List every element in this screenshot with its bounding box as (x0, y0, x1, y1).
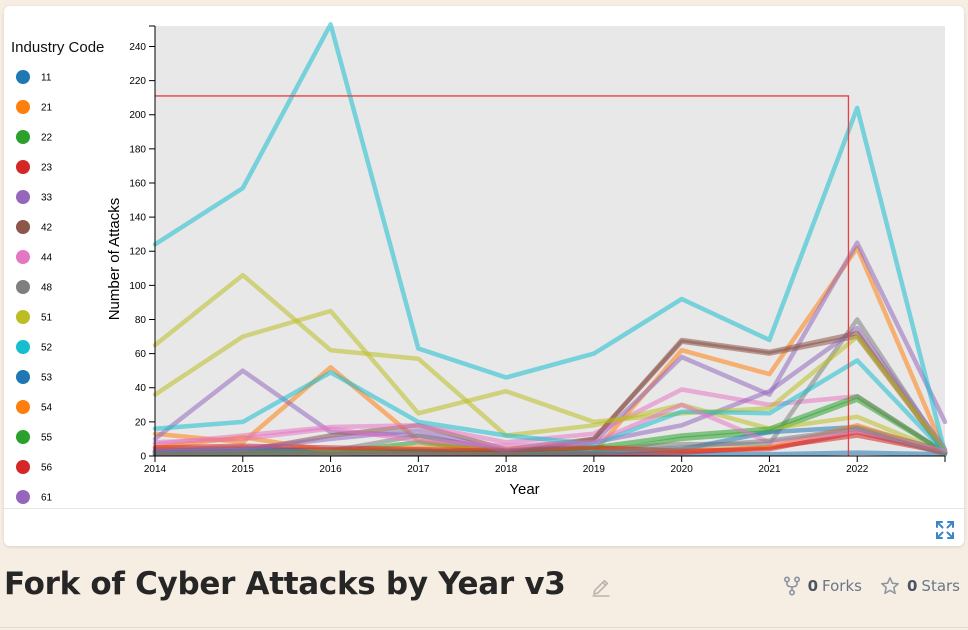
x-tick-label: 2018 (495, 464, 518, 475)
series-line-56 (152, 429, 948, 455)
x-tick-label: 2016 (319, 464, 342, 475)
legend-title: Industry Code (11, 39, 104, 56)
legend-swatch (16, 190, 30, 204)
legend-label: 42 (41, 223, 53, 234)
x-tick-label: 2020 (671, 464, 694, 475)
legend-label: 54 (41, 403, 53, 414)
legend-swatch (16, 310, 30, 324)
series-line-unlabeled-19 (152, 426, 948, 457)
y-tick-label: 40 (135, 383, 147, 394)
legend-label: 52 (41, 343, 53, 354)
forks-count: 0 (807, 577, 819, 595)
crosshair-line (155, 95, 850, 456)
legend-swatch (16, 100, 30, 114)
y-tick-label: 0 (140, 452, 146, 463)
legend-label: 48 (41, 283, 53, 294)
plot-area: 0 20 40 60 80 100 120 140 160 180 200 220 240 2014 201… (106, 22, 948, 498)
legend-swatch (16, 430, 30, 444)
series-line-52 (152, 22, 948, 455)
legend-swatch (16, 340, 30, 354)
x-tick-label: 2015 (232, 464, 255, 475)
legend-swatch (16, 220, 30, 234)
legend-swatch (16, 400, 30, 414)
legend-label: 22 (41, 133, 53, 144)
legend-swatch (16, 370, 30, 384)
y-tick-label: 240 (129, 42, 146, 53)
stars-count: 0 (906, 577, 918, 595)
series-line-unlabeled-16 (152, 308, 948, 454)
x-tick-label: 2014 (144, 464, 167, 475)
legend-swatch (16, 130, 30, 144)
y-tick-label: 100 (129, 281, 146, 292)
legend-swatch (16, 280, 30, 294)
legend-swatch (16, 460, 30, 474)
x-tick-label: 2019 (583, 464, 606, 475)
y-tick-label: 220 (129, 76, 146, 87)
legend-label: 33 (41, 193, 53, 204)
series-line-51 (152, 272, 948, 455)
legend-swatch (16, 70, 30, 84)
y-tick-label: 60 (135, 349, 147, 360)
x-tick-label: 2017 (407, 464, 430, 475)
stars-link[interactable]: 0 Stars (880, 576, 960, 596)
legend-label: 56 (41, 463, 53, 474)
stars-label: Stars (921, 577, 960, 595)
legend-label: 61 (41, 493, 53, 504)
y-tick-label: 120 (129, 247, 146, 258)
fork-icon (783, 576, 800, 596)
y-tick-label: 140 (129, 213, 146, 224)
title-bar: Fork of Cyber Attacks by Year v3 0 Forks (4, 566, 964, 610)
y-tick-label: 20 (135, 417, 147, 428)
forks-link[interactable]: 0 Forks (783, 576, 862, 596)
legend-label: 11 (41, 73, 52, 84)
legend-swatch (16, 250, 30, 264)
expand-icon[interactable] (934, 519, 956, 541)
forks-label: Forks (822, 577, 862, 595)
series-line-unlabeled-17 (152, 358, 948, 455)
page-title: Fork of Cyber Attacks by Year v3 (4, 566, 566, 602)
legend-label: 44 (41, 253, 53, 264)
chart-card: 0 20 40 60 80 100 120 140 160 180 200 220 240 2014 201… (4, 6, 964, 546)
legend-label: 51 (41, 313, 53, 324)
star-icon (881, 577, 899, 595)
y-axis-label: Number of Attacks (106, 198, 123, 321)
legend-label: 21 (41, 103, 53, 114)
legend-swatch (16, 490, 30, 504)
pencil-icon[interactable] (590, 576, 612, 598)
legend: 11 21 22 23 33 42 44 48 51 52 53 54 55 56 61 (16, 70, 53, 504)
legend-swatch (16, 160, 30, 174)
y-tick-label: 80 (135, 315, 147, 326)
x-tick-label: 2022 (846, 464, 869, 475)
y-tick-label: 200 (129, 110, 146, 121)
legend-label: 53 (41, 373, 53, 384)
x-axis-label: Year (509, 481, 539, 498)
divider (0, 627, 968, 628)
meta-stats: 0 Forks 0 Stars (765, 576, 960, 596)
legend-label: 23 (41, 163, 53, 174)
y-tick-label: 160 (129, 178, 146, 189)
x-tick-label: 2021 (758, 464, 781, 475)
line-chart: 0 20 40 60 80 100 120 140 160 180 200 220 240 2014 201… (11, 22, 948, 504)
legend-label: 55 (41, 433, 53, 444)
card-footer (4, 508, 964, 546)
y-tick-label: 180 (129, 144, 146, 155)
